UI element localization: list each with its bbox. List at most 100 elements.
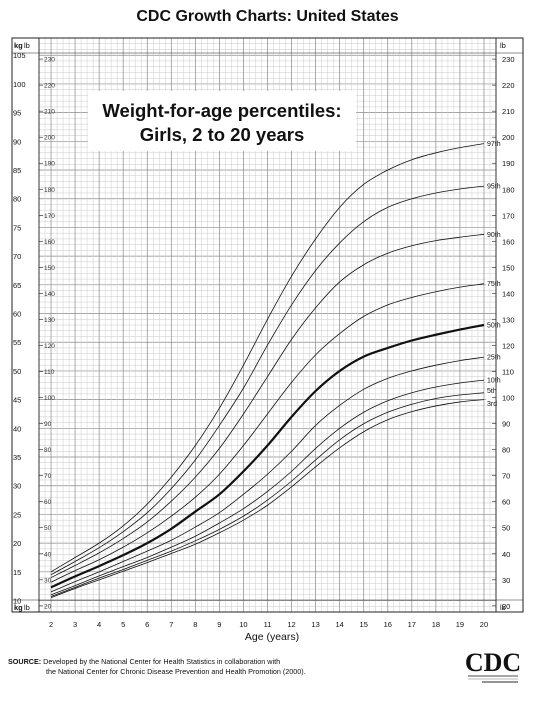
age-tick-label: 9: [217, 620, 221, 629]
lb-tick-label-right: 50: [502, 524, 510, 533]
age-tick-label: 3: [73, 620, 77, 629]
outer-frame: [11, 37, 524, 613]
percentile-curve-50th: [50, 323, 485, 589]
percentile-label-bg: [485, 139, 502, 148]
lb-tick-label-right: 60: [502, 498, 510, 507]
lb-tick-label-right: 150: [502, 263, 515, 272]
age-tick-label: 15: [360, 620, 368, 629]
lb-tick-label-right: 110: [502, 368, 514, 377]
lb-tick-label-left: 230: [44, 57, 55, 64]
lb-tick-label-right: 40: [502, 550, 510, 559]
page-title: CDC Growth Charts: United States: [136, 8, 399, 25]
percentile-curve-3rd: [50, 399, 485, 599]
age-tick-label: 7: [169, 620, 173, 629]
lb-tick-label-right: 190: [502, 159, 515, 168]
kg-tick-label: 60: [13, 310, 21, 319]
percentile-label-bg: [485, 399, 502, 408]
lb-tick-label-left: 220: [44, 83, 55, 90]
chart-title-box: Weight-for-age percentiles: Girls, 2 to …: [88, 91, 356, 151]
chart-subtitle: Girls, 2 to 20 years: [140, 124, 305, 145]
source-note: SOURCE: Developed by the National Center…: [8, 657, 428, 677]
lb-tick-label-left: 110: [44, 369, 55, 376]
kg-tick-label: 95: [13, 109, 21, 118]
kg-tick-label: 90: [13, 137, 21, 146]
unit-label-kg-bottom: kg: [14, 603, 23, 612]
percentile-curve-5th: [50, 392, 485, 597]
lb-tick-label-left: 200: [44, 135, 55, 142]
kg-tick-label: 10: [13, 597, 21, 606]
percentile-label-90th: 90th: [487, 232, 501, 239]
unit-label-lb-bottom: lb: [24, 603, 30, 612]
unit-label-kg-top: kg: [14, 41, 23, 50]
kg-tick-label: 55: [13, 338, 21, 347]
percentile-label-bg: [485, 229, 502, 239]
lb-tick-label-left: 60: [44, 499, 52, 506]
kg-tick-label: 30: [13, 482, 21, 491]
percentile-label-bg: [485, 386, 502, 395]
kg-tick-label: 50: [13, 367, 21, 376]
kg-tick-label: 105: [13, 51, 26, 60]
percentile-label-10th: 10th: [487, 378, 501, 385]
age-tick-label: 13: [311, 620, 319, 629]
lb-tick-label-right: 170: [502, 211, 515, 220]
age-tick-label: 16: [384, 620, 392, 629]
lb-tick-label-right: 20: [502, 602, 510, 611]
lb-tick-label-left: 170: [44, 213, 55, 220]
lb-tick-label-left: 20: [44, 603, 52, 610]
lb-tick-label-right: 200: [502, 133, 515, 142]
percentile-label-97th: 97th: [487, 141, 501, 148]
percentile-label-5th: 5th: [487, 388, 497, 395]
kg-tick-label: 45: [13, 396, 21, 405]
unit-label-lb-right-bottom: lb: [500, 603, 506, 612]
kg-tick-label: 35: [13, 453, 21, 462]
lb-tick-label-right: 180: [502, 185, 515, 194]
percentile-curve-10th: [50, 379, 485, 596]
percentile-label-75th: 75th: [487, 281, 501, 288]
kg-tick-label: 85: [13, 166, 21, 175]
percentile-label-bg: [485, 181, 502, 191]
percentile-curve-97th: [50, 143, 485, 573]
lb-tick-label-right: 220: [502, 81, 515, 90]
lb-tick-label-right: 90: [502, 420, 510, 429]
lb-tick-label-right: 140: [502, 289, 515, 298]
lb-tick-label-left: 80: [44, 447, 52, 454]
lb-tick-label-right: 210: [502, 107, 515, 116]
lb-tick-label-right: 70: [502, 472, 510, 481]
percentile-curve-75th: [50, 283, 485, 583]
lb-tick-label-right: 230: [502, 55, 515, 64]
lb-tick-label-left: 100: [44, 395, 55, 402]
kg-tick-label: 40: [13, 424, 21, 433]
kg-tick-label: 20: [13, 539, 21, 548]
kg-tick-label: 15: [13, 568, 21, 577]
percentile-label-3rd: 3rd: [487, 401, 497, 408]
lb-tick-label-left: 40: [44, 551, 52, 558]
lb-tick-label-left: 180: [44, 187, 55, 194]
lb-tick-label-left: 90: [44, 421, 52, 428]
age-tick-label: 4: [97, 620, 101, 629]
unit-label-lb-right-top: lb: [500, 41, 506, 50]
age-tick-label: 2: [49, 620, 53, 629]
lb-tick-label-left: 70: [44, 473, 52, 480]
source-line-2: the National Center for Chronic Disease …: [46, 667, 306, 676]
lb-tick-label-left: 150: [44, 265, 55, 272]
age-tick-label: 8: [193, 620, 197, 629]
age-tick-label: 20: [480, 620, 488, 629]
lb-tick-label-left: 210: [44, 109, 55, 116]
age-tick-label: 19: [456, 620, 464, 629]
cdc-logo-text: CDC: [465, 648, 521, 677]
percentile-curve-25th: [50, 356, 485, 593]
kg-tick-label: 70: [13, 252, 21, 261]
age-tick-label: 17: [408, 620, 416, 629]
percentile-labels: 97th 95th 90th 75th 50th 25th 10th 5th 3rd: [485, 139, 502, 408]
lb-tick-label-left: 190: [44, 161, 55, 168]
lb-tick-label-right: 130: [502, 315, 515, 324]
percentile-label-bg: [485, 320, 502, 329]
lb-tick-label-right: 120: [502, 341, 515, 350]
percentile-label-25th: 25th: [487, 355, 501, 362]
kg-tick-label: 25: [13, 510, 21, 519]
percentile-label-95th: 95th: [487, 184, 501, 191]
kg-tick-label: 80: [13, 195, 21, 204]
percentile-label-50th: 50th: [487, 323, 501, 330]
